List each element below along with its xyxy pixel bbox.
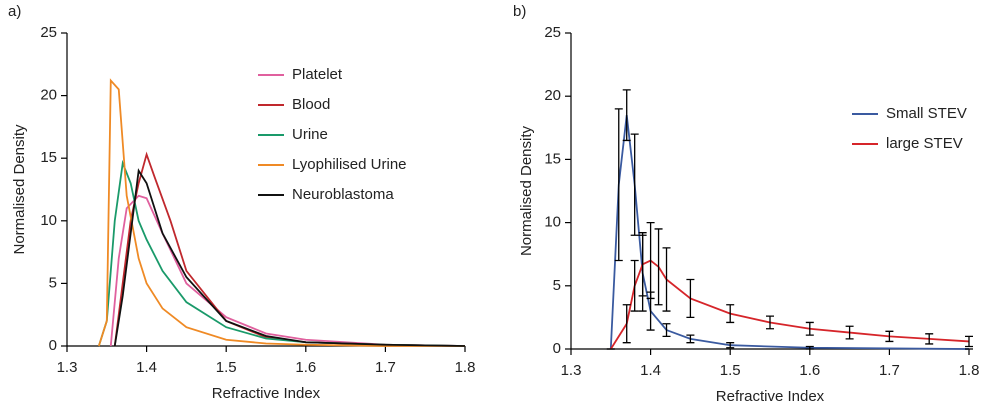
x-tick-label: 1.3 [561, 362, 582, 379]
y-tick-label: 5 [49, 274, 57, 291]
error-bar [622, 89, 631, 142]
y-tick-label: 10 [544, 214, 561, 231]
x-tick-label: 1.5 [720, 362, 741, 379]
error-bar [630, 133, 639, 236]
y-axis-title: Normalised Density [518, 125, 535, 256]
error-bar [646, 221, 655, 300]
y-tick-label: 10 [40, 212, 57, 229]
x-tick-label: 1.7 [375, 359, 396, 376]
y-tick-label: 0 [553, 340, 561, 357]
error-bar [726, 342, 735, 349]
y-tick-label: 15 [40, 149, 57, 166]
error-bar [662, 247, 671, 312]
y-tick-label: 15 [544, 150, 561, 167]
error-bar [638, 232, 647, 297]
panel: a) 0 5 10 15 20 25 1.3 1.4 1.5 1.6 1.7 1.8 Refractive… [8, 3, 475, 402]
y-tick-label: 25 [40, 24, 57, 41]
error-bar [885, 330, 894, 343]
x-tick-label: 1.4 [136, 359, 157, 376]
panel-label: a) [8, 3, 21, 20]
data-line [97, 159, 466, 347]
error-bar [630, 259, 639, 312]
y-tick-label: 5 [553, 277, 561, 294]
error-bar [805, 321, 814, 336]
error-bar [965, 335, 973, 348]
error-bar [662, 323, 671, 338]
x-tick-label: 1.4 [640, 362, 661, 379]
y-tick-label: 25 [544, 24, 561, 41]
error-bar [614, 108, 623, 262]
error-bar [686, 334, 695, 344]
panel: b) 0 5 10 15 20 25 1.3 1.4 1.5 1.6 1.7 1.8 Refractive… [513, 3, 979, 405]
x-tick-label: 1.5 [216, 359, 237, 376]
legend-label: Urine [292, 126, 328, 143]
x-tick-label: 1.8 [455, 359, 476, 376]
x-axis-title: Refractive Index [716, 388, 825, 405]
legend-label: Small STEV [886, 105, 967, 122]
data-line [109, 194, 466, 347]
x-tick-label: 1.6 [295, 359, 316, 376]
data-line [113, 151, 466, 347]
legend-label: Platelet [292, 66, 343, 83]
error-bar [845, 325, 854, 340]
error-bar [654, 228, 663, 306]
legend-label: Blood [292, 96, 330, 113]
legend-label: Neuroblastoma [292, 186, 394, 203]
x-tick-label: 1.7 [879, 362, 900, 379]
error-bar [726, 304, 735, 324]
panel-label: b) [513, 3, 526, 20]
x-tick-label: 1.8 [959, 362, 980, 379]
error-bar [805, 345, 814, 350]
error-bar [686, 278, 695, 319]
error-bar [925, 333, 934, 345]
legend-label: Lyophilised Urine [292, 156, 407, 173]
data-line [113, 168, 466, 347]
error-bar [622, 304, 631, 344]
legend-label: large STEV [886, 135, 963, 152]
y-tick-label: 20 [40, 87, 57, 104]
x-tick-label: 1.6 [799, 362, 820, 379]
data-line [97, 78, 465, 347]
y-tick-label: 0 [49, 337, 57, 354]
x-tick-label: 1.3 [57, 359, 78, 376]
y-axis-title: Normalised Density [11, 124, 28, 255]
error-bar [766, 315, 774, 330]
x-axis-title: Refractive Index [212, 385, 321, 402]
y-tick-label: 20 [544, 87, 561, 104]
